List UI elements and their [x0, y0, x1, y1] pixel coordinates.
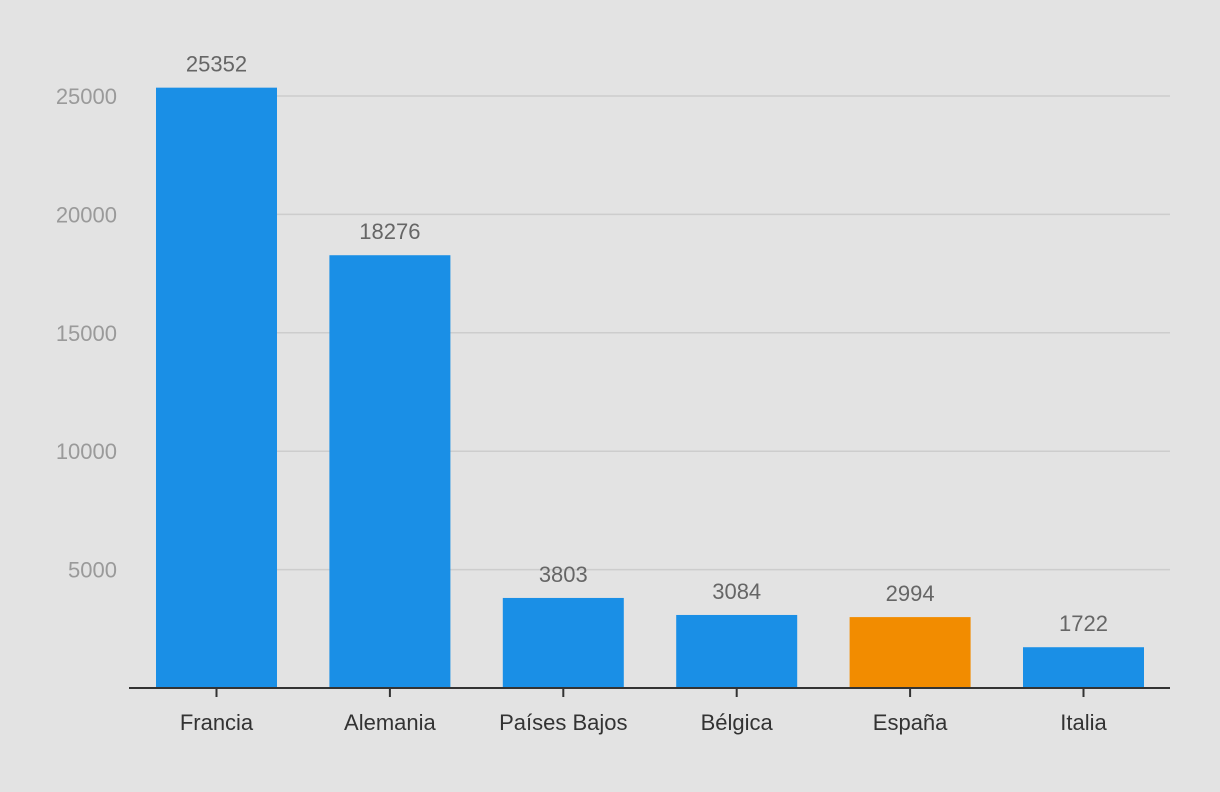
y-tick-label: 15000 [56, 321, 117, 346]
data-label: 3803 [539, 562, 588, 587]
x-tick-label: España [873, 710, 948, 735]
y-axis-ticks: 5000 10000 15000 20000 25000 [56, 84, 117, 583]
data-label: 3084 [712, 579, 761, 604]
bar [676, 614, 798, 688]
data-labels: 25352 18276 3803 3084 2994 1722 [186, 52, 1108, 637]
bar [502, 597, 624, 688]
y-tick-label: 25000 [56, 84, 117, 109]
x-tick-label: Italia [1060, 710, 1107, 735]
gridlines [156, 95, 1170, 571]
x-tick-label: Países Bajos [499, 710, 627, 735]
x-tick-label: Alemania [344, 710, 436, 735]
data-label: 1722 [1059, 611, 1108, 636]
data-label: 25352 [186, 52, 247, 77]
x-tick-label: Francia [180, 710, 254, 735]
bar [329, 255, 451, 689]
bar [1023, 647, 1144, 688]
y-tick-label: 5000 [68, 558, 117, 583]
data-label: 18276 [359, 219, 420, 244]
data-label: 2994 [886, 581, 935, 606]
x-axis-ticks: Francia Alemania Países Bajos Bélgica España… [180, 688, 1107, 735]
bar [156, 87, 277, 688]
bar [849, 617, 971, 688]
y-tick-label: 20000 [56, 202, 117, 227]
bars [156, 87, 1144, 689]
y-tick-label: 10000 [56, 439, 117, 464]
x-tick-label: Bélgica [701, 710, 774, 735]
